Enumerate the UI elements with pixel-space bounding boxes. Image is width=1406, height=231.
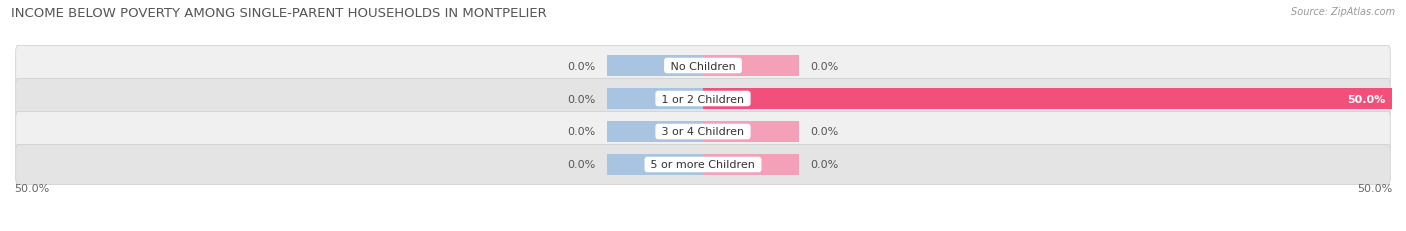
Text: 1 or 2 Children: 1 or 2 Children (658, 94, 748, 104)
Bar (703, 155, 800, 175)
Text: 0.0%: 0.0% (567, 160, 596, 170)
Text: 50.0%: 50.0% (1347, 94, 1385, 104)
Text: No Children: No Children (666, 61, 740, 71)
Text: Source: ZipAtlas.com: Source: ZipAtlas.com (1291, 7, 1395, 17)
Text: 0.0%: 0.0% (567, 127, 596, 137)
Text: 0.0%: 0.0% (567, 61, 596, 71)
FancyBboxPatch shape (15, 112, 1391, 152)
Text: 50.0%: 50.0% (14, 183, 49, 193)
FancyBboxPatch shape (15, 79, 1391, 119)
Bar (703, 56, 800, 76)
Bar (606, 122, 703, 142)
Bar (606, 89, 703, 109)
Text: 0.0%: 0.0% (567, 94, 596, 104)
Text: 3 or 4 Children: 3 or 4 Children (658, 127, 748, 137)
FancyBboxPatch shape (15, 46, 1391, 86)
Text: INCOME BELOW POVERTY AMONG SINGLE-PARENT HOUSEHOLDS IN MONTPELIER: INCOME BELOW POVERTY AMONG SINGLE-PARENT… (11, 7, 547, 20)
FancyBboxPatch shape (15, 145, 1391, 185)
Text: 0.0%: 0.0% (810, 160, 839, 170)
Bar (703, 89, 1392, 109)
Text: 0.0%: 0.0% (810, 61, 839, 71)
Text: 5 or more Children: 5 or more Children (647, 160, 759, 170)
Text: 50.0%: 50.0% (1357, 183, 1392, 193)
Text: 0.0%: 0.0% (810, 127, 839, 137)
Bar (606, 155, 703, 175)
Bar (606, 56, 703, 76)
Bar (703, 122, 800, 142)
